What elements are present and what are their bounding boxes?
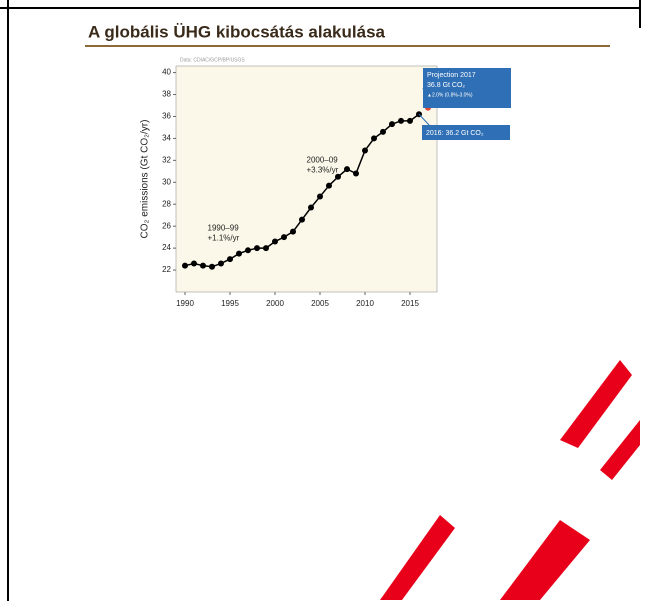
data-point (389, 121, 395, 128)
data-point (290, 228, 296, 235)
watermark-stroke (500, 520, 590, 600)
data-point (398, 117, 404, 124)
y-tick-label: 30 (162, 177, 171, 186)
y-tick-label: 40 (162, 68, 171, 77)
y-tick-label: 24 (162, 243, 171, 252)
callout-text: Projection 2017 (427, 72, 476, 79)
data-point (191, 260, 197, 267)
data-point (407, 117, 413, 124)
y-tick-label: 38 (162, 90, 171, 99)
source: Data: CDIAC/GCP/BP/USGS (180, 57, 245, 63)
data-point (371, 135, 377, 142)
y-tick-label: 32 (162, 155, 171, 164)
data-point (326, 182, 332, 189)
annotation: +3.3%/yr (307, 165, 339, 174)
annotation: 2000–09 (307, 155, 339, 164)
y-tick-label: 22 (162, 265, 171, 274)
x-tick-label: 2000 (266, 299, 284, 308)
data-point (227, 256, 233, 263)
data-point (263, 245, 269, 252)
callout-leader (418, 113, 431, 127)
data-point (380, 128, 386, 135)
y-tick-label: 28 (162, 199, 171, 208)
callout-text: ▲2.0% (0.8%-3.0%) (427, 92, 473, 98)
slide-title: A globális ÜHG kibocsátás alakulása (88, 22, 386, 41)
data-point (218, 260, 224, 267)
callout-text: 36.8 Gt CO₂ (427, 82, 465, 89)
x-tick-label: 1995 (221, 299, 239, 308)
data-point (335, 173, 341, 180)
x-tick-label: 1990 (176, 299, 194, 308)
y-tick-label: 34 (162, 134, 171, 143)
data-point (245, 247, 251, 254)
data-point (182, 262, 188, 269)
watermark-stroke (380, 515, 455, 600)
data-point (272, 238, 278, 245)
x-tick-label: 2015 (401, 299, 419, 308)
plot-area (175, 65, 438, 293)
annotation: 1990–99 (208, 223, 240, 232)
chart: Data: CDIAC/GCP/BP/USGS 22 24 26 28 30 32 34 36 3… (140, 57, 511, 308)
data-point (353, 170, 359, 177)
y-tick-label: 26 (162, 221, 171, 230)
data-point (362, 147, 368, 154)
callout-box (422, 125, 510, 140)
callout-box (423, 68, 511, 108)
x-tick-label: 2010 (356, 299, 374, 308)
data-point (254, 245, 260, 252)
data-point (281, 234, 287, 241)
y-tick-label: 36 (162, 112, 171, 121)
watermark-stroke (600, 420, 640, 480)
data-point (299, 216, 305, 223)
data-point (209, 263, 215, 270)
data-point (200, 262, 206, 269)
callout-text: 2016: 36.2 Gt CO₂ (426, 130, 484, 137)
data-point (317, 193, 323, 200)
data-point (344, 166, 350, 173)
watermark-stroke (560, 360, 632, 448)
annotation: +1.1%/yr (208, 233, 240, 242)
data-point (308, 204, 314, 211)
y-axis-label: CO₂ emissions (Gt CO₂/yr) (140, 120, 151, 239)
watermark (380, 360, 640, 600)
data-point (236, 250, 242, 257)
x-tick-label: 2005 (311, 299, 329, 308)
